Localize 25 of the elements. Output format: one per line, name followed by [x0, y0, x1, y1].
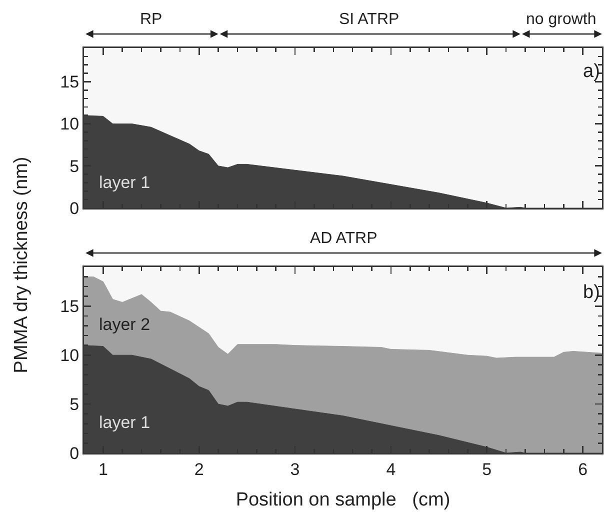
y-tick-label: 10	[60, 346, 80, 366]
band-label: SI ATRP	[339, 11, 400, 28]
y-tick-label: 10	[60, 114, 80, 134]
band-label: RP	[140, 11, 162, 28]
x-tick-label: 1	[98, 460, 108, 479]
x-tick-label: 2	[194, 460, 204, 479]
x-tick-label: 6	[578, 460, 588, 479]
y-axis-title: PMMA dry thickness (nm)	[11, 156, 33, 374]
band-label: no growth	[526, 11, 596, 28]
y-tick-label: 15	[60, 297, 80, 316]
band-label: AD ATRP	[310, 230, 378, 247]
y-tick-label: 0	[70, 198, 80, 218]
series-label: layer 1	[99, 173, 150, 192]
y-tick-label: 0	[70, 444, 80, 463]
series-label: layer 2	[99, 315, 150, 334]
x-axis-title: Position on sample (cm)	[236, 489, 450, 510]
x-tick-label: 3	[290, 460, 300, 479]
y-tick-label: 5	[70, 395, 80, 414]
x-tick-label: 5	[482, 460, 492, 479]
x-tick-label: 4	[386, 460, 396, 479]
series-label: layer 1	[99, 413, 150, 432]
annotation: b)	[583, 282, 600, 303]
annotation: a)	[583, 61, 600, 82]
y-tick-label: 5	[70, 156, 80, 176]
y-tick-label: 15	[60, 72, 80, 92]
